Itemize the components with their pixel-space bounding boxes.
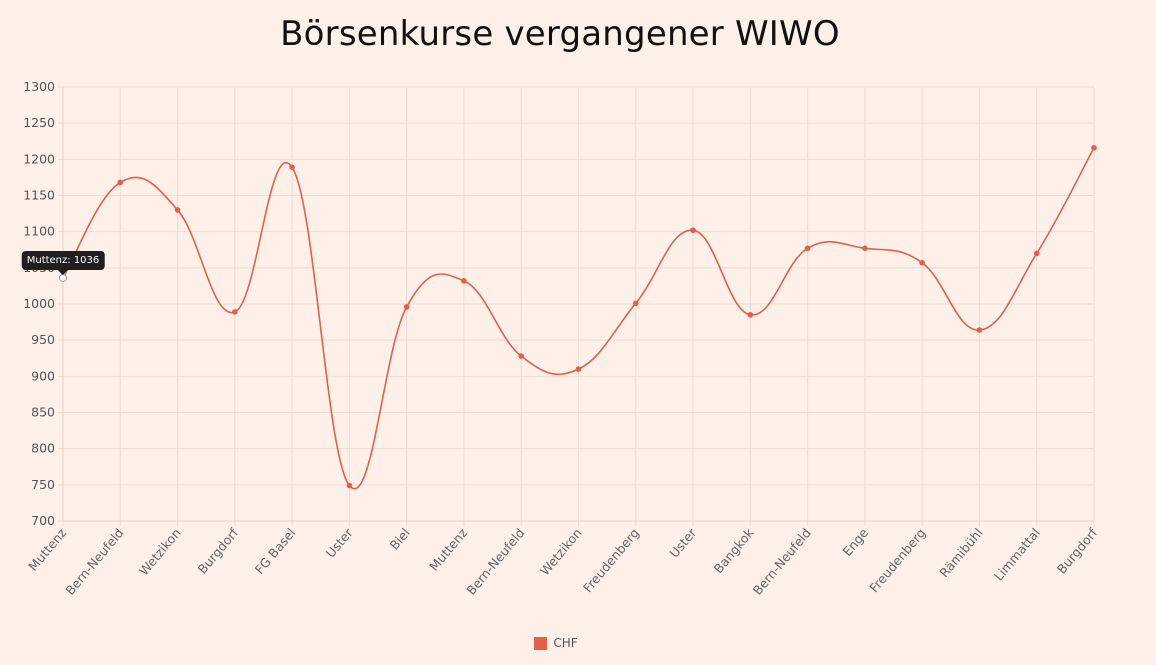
data-point[interactable]	[919, 259, 925, 266]
legend-label-chf: CHF	[553, 636, 578, 650]
data-point[interactable]	[232, 309, 238, 315]
legend-swatch-chf	[534, 636, 548, 650]
data-point[interactable]	[632, 300, 639, 307]
series-chf	[59, 144, 1097, 490]
data-point-active[interactable]	[59, 273, 67, 282]
grid	[58, 86, 1095, 526]
data-point[interactable]	[403, 304, 410, 310]
y-tick-label: 800	[31, 441, 55, 456]
x-tick-label: Bern-Neufeld	[750, 525, 814, 598]
data-point[interactable]	[117, 179, 124, 186]
legend[interactable]: CHF	[0, 636, 1112, 650]
x-tick-label: Freudenberg	[866, 525, 928, 595]
x-tick-label: Burgdorf	[195, 525, 242, 577]
data-point[interactable]	[289, 164, 295, 171]
x-tick-label: Muttenz	[426, 525, 470, 574]
y-tick-label: 900	[31, 368, 55, 383]
data-tooltip: Muttenz: 1036	[21, 250, 105, 275]
data-point[interactable]	[346, 482, 353, 489]
x-tick-label: Freudenberg	[580, 525, 642, 595]
x-tick-label: Wetzikon	[537, 525, 585, 578]
x-tick-label: Wetzikon	[136, 525, 184, 578]
y-tick-label: 1150	[23, 188, 55, 203]
y-tick-label: 950	[31, 332, 55, 347]
x-tick-label: Burgdorf	[1054, 525, 1101, 577]
x-tick-label: Limmattal	[991, 525, 1043, 583]
data-point[interactable]	[518, 353, 525, 359]
x-tick-label: Bangkok	[711, 525, 758, 576]
data-point[interactable]	[575, 366, 582, 372]
y-tick-label: 1000	[23, 296, 55, 311]
data-point[interactable]	[804, 245, 811, 252]
data-point[interactable]	[174, 207, 181, 213]
data-point[interactable]	[862, 245, 868, 252]
data-point[interactable]	[747, 312, 754, 318]
y-tick-label: 700	[31, 513, 55, 528]
x-tick-label: Uster	[666, 525, 700, 561]
data-point[interactable]	[690, 227, 696, 234]
x-tick-label: Bern-Neufeld	[62, 525, 126, 598]
data-point[interactable]	[976, 327, 983, 333]
x-tick-label: Muttenz	[25, 525, 69, 574]
x-tick-label: Biel	[387, 525, 413, 552]
axes: 7007508008509009501000105011001150120012…	[23, 79, 1100, 598]
y-tick-label: 1300	[23, 79, 55, 94]
data-point[interactable]	[1091, 144, 1097, 151]
x-tick-label: FG Basel	[252, 525, 299, 577]
chart-title: Börsenkurse vergangener WIWO	[280, 14, 840, 54]
x-tick-label: Enge	[839, 525, 871, 559]
y-tick-label: 750	[31, 477, 55, 492]
x-tick-label: Uster	[323, 525, 357, 561]
y-tick-label: 1250	[23, 115, 55, 130]
y-tick-label: 1200	[23, 151, 55, 166]
data-point[interactable]	[1033, 250, 1040, 257]
y-tick-label: 1100	[23, 224, 55, 239]
y-tick-label: 850	[31, 405, 55, 420]
x-tick-label: Bern-Neufeld	[463, 525, 527, 598]
x-tick-label: Rämibühl	[936, 525, 985, 580]
data-point[interactable]	[461, 278, 467, 284]
